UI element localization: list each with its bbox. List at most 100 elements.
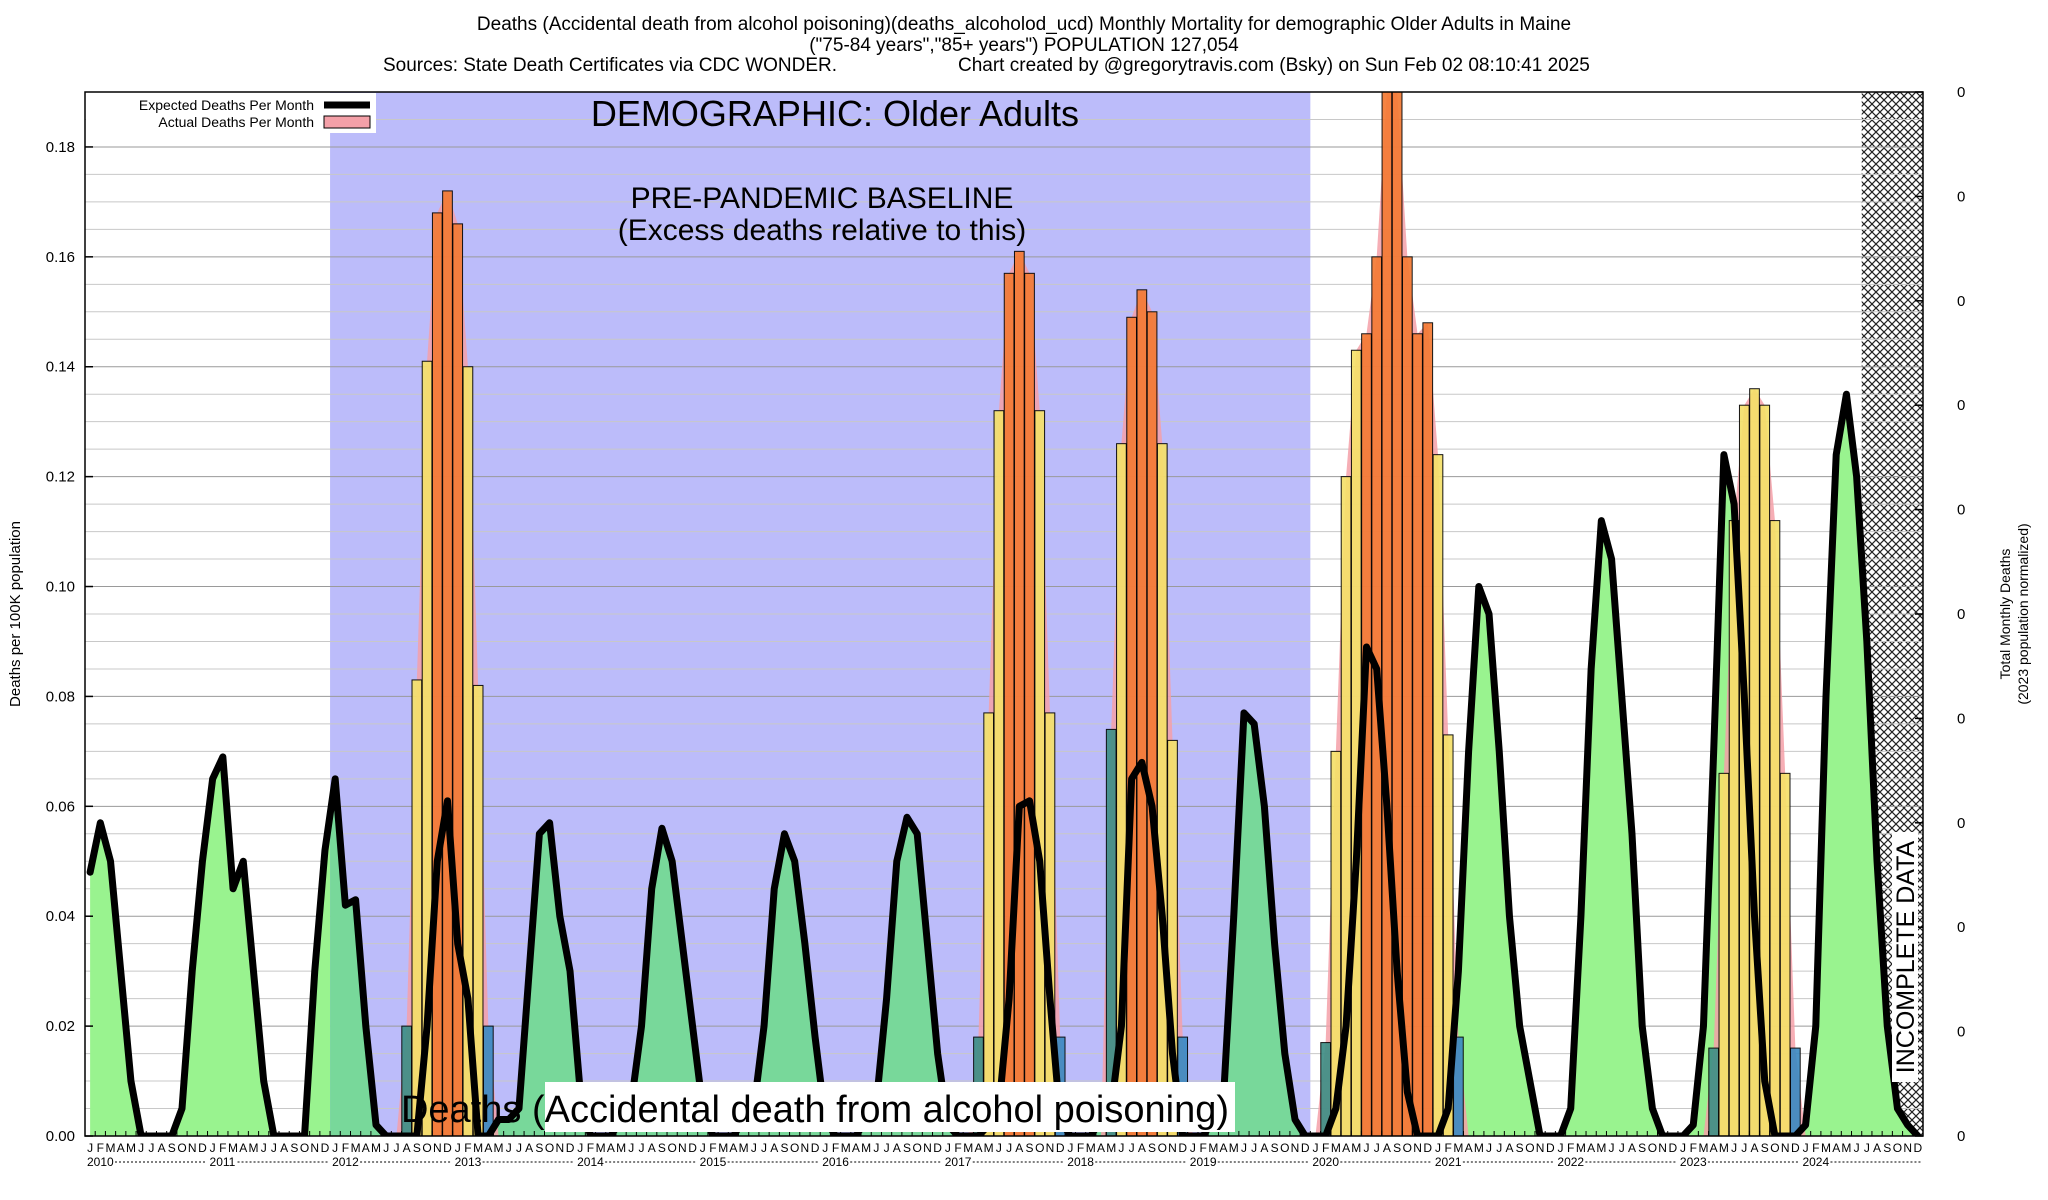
- annotation-incomplete: INCOMPLETE DATA: [1892, 840, 1920, 1073]
- x-month-label: A: [158, 1141, 166, 1155]
- y-tick-label: 0.02: [46, 1018, 75, 1035]
- x-month-label: S: [1638, 1141, 1646, 1155]
- incomplete-label-box: [1892, 832, 1918, 1082]
- x-year-label: 2010: [87, 1155, 114, 1169]
- x-month-label: N: [555, 1141, 564, 1155]
- y2-tick-label: 0: [1957, 606, 1965, 623]
- x-month-label: D: [688, 1141, 697, 1155]
- actual-bar: [1105, 728, 1117, 1136]
- x-month-label: J: [1496, 1141, 1502, 1155]
- x-month-label: O: [1648, 1141, 1657, 1155]
- x-month-label: S: [903, 1141, 911, 1155]
- x-month-label: D: [443, 1141, 452, 1155]
- x-month-label: N: [188, 1141, 197, 1155]
- y2-tick-label: 0: [1957, 502, 1965, 519]
- x-month-label: A: [1587, 1141, 1595, 1155]
- x-month-label: F: [1199, 1141, 1206, 1155]
- actual-bar: [1136, 289, 1148, 1136]
- x-month-label: M: [248, 1141, 258, 1155]
- x-month-label: A: [607, 1141, 615, 1155]
- x-year-label: 2021: [1435, 1155, 1462, 1169]
- x-month-label: S: [780, 1141, 788, 1155]
- x-month-label: D: [1423, 1141, 1432, 1155]
- x-month-label: J: [516, 1141, 522, 1155]
- x-month-label: M: [841, 1141, 851, 1155]
- actual-bar: [1442, 734, 1454, 1136]
- x-month-label: O: [790, 1141, 799, 1155]
- y2-tick-label: 0: [1957, 293, 1965, 310]
- actual-bar: [411, 679, 423, 1136]
- x-month-label: M: [106, 1141, 116, 1155]
- x-year-label: 2023: [1680, 1155, 1707, 1169]
- y-tick-label: 0.18: [46, 139, 75, 156]
- actual-bar: [1146, 311, 1158, 1136]
- x-year-label: 2019: [1190, 1155, 1217, 1169]
- x-month-label: M: [596, 1141, 606, 1155]
- x-month-label: S: [413, 1141, 421, 1155]
- x-year-label: 2011: [210, 1155, 236, 1169]
- x-month-label: D: [1178, 1141, 1187, 1155]
- x-month-label: M: [1719, 1141, 1729, 1155]
- x-month-label: O: [1280, 1141, 1289, 1155]
- x-month-label: J: [1067, 1141, 1073, 1155]
- x-month-label: S: [1026, 1141, 1034, 1155]
- x-month-label: D: [1668, 1141, 1677, 1155]
- x-month-label: A: [1383, 1141, 1391, 1155]
- x-month-label: J: [822, 1141, 828, 1155]
- x-month-label: N: [310, 1141, 319, 1155]
- x-month-label: M: [963, 1141, 973, 1155]
- x-month-label: M: [126, 1141, 136, 1155]
- x-month-label: N: [1536, 1141, 1545, 1155]
- x-month-label: A: [1260, 1141, 1268, 1155]
- y2-tick-label: 0: [1957, 710, 1965, 727]
- actual-bar: [1330, 750, 1342, 1136]
- x-month-label: F: [464, 1141, 471, 1155]
- x-month-label: A: [974, 1141, 982, 1155]
- x-month-label: N: [1291, 1141, 1300, 1155]
- x-month-label: F: [97, 1141, 104, 1155]
- x-month-label: F: [1445, 1141, 1452, 1155]
- x-year-label: 2017: [945, 1155, 972, 1169]
- x-month-label: J: [1864, 1141, 1870, 1155]
- actual-bar: [1034, 410, 1046, 1136]
- actual-bar: [1412, 333, 1423, 1136]
- x-month-label: J: [996, 1141, 1002, 1155]
- x-month-label: S: [535, 1141, 543, 1155]
- x-year-label: 2024: [1802, 1155, 1829, 1169]
- x-month-label: M: [1453, 1141, 1463, 1155]
- x-month-label: J: [261, 1141, 267, 1155]
- x-month-label: J: [577, 1141, 583, 1155]
- x-month-label: A: [893, 1141, 901, 1155]
- actual-bar: [452, 223, 464, 1136]
- y-tick-label: 0.12: [46, 469, 75, 486]
- x-month-label: A: [770, 1141, 778, 1155]
- x-year-label: 2018: [1067, 1155, 1094, 1169]
- x-year-label: 2012: [332, 1155, 359, 1169]
- x-month-label: F: [587, 1141, 594, 1155]
- x-month-label: J: [1251, 1141, 1257, 1155]
- y2-tick-label: 0: [1957, 919, 1965, 936]
- x-month-label: J: [1312, 1141, 1318, 1155]
- x-month-label: M: [473, 1141, 483, 1155]
- x-month-label: J: [1741, 1141, 1747, 1155]
- actual-bar: [983, 712, 995, 1136]
- x-month-label: J: [761, 1141, 767, 1155]
- x-month-label: A: [1342, 1141, 1350, 1155]
- x-month-label: M: [371, 1141, 381, 1155]
- x-month-label: J: [700, 1141, 706, 1155]
- cause-label-box: [545, 1082, 1235, 1132]
- x-month-label: M: [1576, 1141, 1586, 1155]
- actual-bar: [1340, 476, 1352, 1136]
- x-month-label: M: [1841, 1141, 1851, 1155]
- y2-tick-label: 0: [1957, 815, 1965, 832]
- x-month-label: N: [433, 1141, 442, 1155]
- y-tick-label: 0.04: [46, 908, 75, 925]
- actual-bar: [1381, 92, 1393, 1136]
- x-month-label: S: [168, 1141, 176, 1155]
- actual-bar: [462, 366, 474, 1136]
- x-month-label: J: [1680, 1141, 1686, 1155]
- x-month-label: N: [923, 1141, 932, 1155]
- x-month-label: S: [1148, 1141, 1156, 1155]
- x-month-label: J: [639, 1141, 645, 1155]
